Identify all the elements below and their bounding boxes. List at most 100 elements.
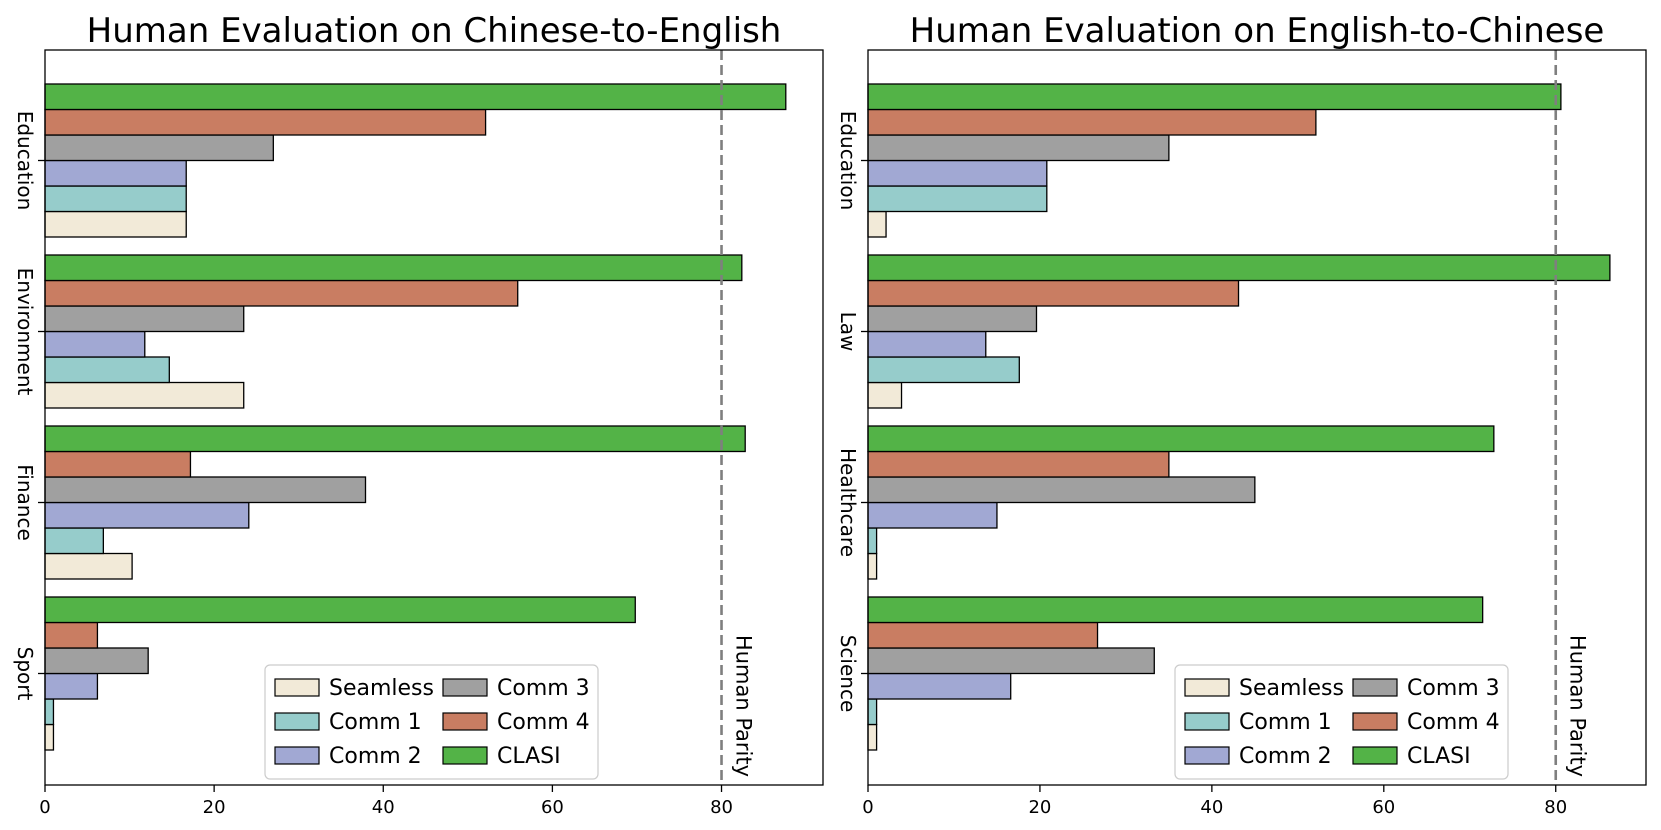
bar-law-clasi	[867, 254, 1611, 282]
bar-science-comm-4	[867, 621, 1099, 649]
bar-environment-comm-1	[44, 356, 170, 384]
bar-science-comm-2	[867, 672, 1012, 700]
bar-education-comm-3	[44, 134, 274, 162]
bar-law-comm-2	[867, 330, 987, 358]
bar-finance-comm-2	[44, 501, 250, 529]
category-label: Sport	[13, 647, 37, 701]
bar-education-clasi	[44, 83, 787, 111]
bar-finance-comm-1	[44, 527, 104, 555]
bar-finance-comm-3	[44, 476, 367, 504]
legend-swatch	[1184, 746, 1230, 765]
bar-finance-seamless	[44, 552, 133, 580]
plot-frame	[867, 49, 1647, 786]
legend-frame	[264, 664, 599, 780]
category-label: Environment	[13, 268, 37, 396]
legend: Seamless Comm 1 Comm 2 Comm 3 Comm 4 CLASI	[1174, 664, 1509, 780]
legend-label: Comm 3	[1407, 676, 1500, 701]
bar-finance-comm-4	[44, 450, 192, 478]
legend-swatch	[442, 678, 488, 697]
legend-swatch	[442, 712, 488, 731]
legend-swatch	[1352, 746, 1398, 765]
x-tick-label: 0	[862, 797, 873, 818]
legend-frame	[1174, 664, 1509, 780]
category-label: Education	[13, 111, 37, 211]
bar-environment-comm-3	[44, 305, 245, 333]
bar-education-seamless	[867, 210, 887, 238]
x-tick-label: 40	[1200, 797, 1223, 818]
bar-finance-clasi	[44, 425, 746, 453]
bar-sport-comm-3	[44, 647, 149, 675]
legend-label: CLASI	[1407, 744, 1471, 769]
bar-environment-seamless	[44, 381, 245, 409]
legend-swatch	[274, 712, 320, 731]
category-label: Science	[836, 635, 860, 713]
legend-swatch	[274, 746, 320, 765]
bar-science-seamless	[867, 723, 878, 751]
category-label: Law	[836, 312, 860, 352]
x-tick-label: 80	[1544, 797, 1567, 818]
x-tick-label: 0	[39, 797, 50, 818]
plot-frame	[44, 49, 824, 786]
legend-label: Comm 4	[497, 710, 590, 735]
bar-science-clasi	[867, 596, 1484, 624]
legend-label: Comm 3	[497, 676, 590, 701]
bar-sport-clasi	[44, 596, 636, 624]
bar-law-comm-4	[867, 279, 1240, 307]
bar-science-comm-1	[867, 698, 878, 726]
bar-science-comm-3	[867, 647, 1155, 675]
legend-swatch	[1184, 678, 1230, 697]
bar-education-seamless	[44, 210, 187, 238]
chart-panel-1: Human Evaluation on Chinese-to-English Ed…	[13, 11, 824, 818]
legend-label: Seamless	[1239, 676, 1344, 701]
bar-environment-comm-4	[44, 279, 519, 307]
bar-healthcare-seamless	[867, 552, 878, 580]
legend-label: Comm 4	[1407, 710, 1500, 735]
category-label: Education	[836, 111, 860, 211]
legend-label: Seamless	[329, 676, 434, 701]
legend-label: Comm 1	[1239, 710, 1332, 735]
human-parity-label: Human Parity	[1566, 635, 1590, 777]
bar-healthcare-comm-1	[867, 527, 878, 555]
x-tick-label: 60	[541, 797, 564, 818]
legend-swatch	[442, 746, 488, 765]
human-parity-label: Human Parity	[732, 635, 756, 777]
bar-education-comm-1	[44, 185, 187, 213]
bar-law-comm-1	[867, 356, 1020, 384]
bar-law-seamless	[867, 381, 903, 409]
legend-swatch	[1184, 712, 1230, 731]
x-tick-label: 80	[710, 797, 733, 818]
bar-education-comm-2	[44, 159, 187, 187]
bar-education-clasi	[867, 83, 1562, 111]
bar-healthcare-comm-4	[867, 450, 1170, 478]
x-tick-label: 20	[203, 797, 226, 818]
bar-healthcare-comm-3	[867, 476, 1256, 504]
bar-education-comm-4	[44, 108, 487, 136]
legend-swatch	[1352, 678, 1398, 697]
bar-sport-seamless	[44, 723, 55, 751]
bar-sport-comm-4	[44, 621, 99, 649]
legend-swatch	[1352, 712, 1398, 731]
bar-environment-comm-2	[44, 330, 146, 358]
bar-education-comm-2	[867, 159, 1048, 187]
legend-label: Comm 1	[329, 710, 422, 735]
x-tick-label: 60	[1372, 797, 1395, 818]
legend-label: Comm 2	[1239, 744, 1332, 769]
bar-healthcare-clasi	[867, 425, 1495, 453]
legend: Seamless Comm 1 Comm 2 Comm 3 Comm 4 CLASI	[264, 664, 599, 780]
bar-sport-comm-1	[44, 698, 55, 726]
bar-environment-clasi	[44, 254, 743, 282]
bar-law-comm-3	[867, 305, 1038, 333]
legend-label: CLASI	[497, 744, 561, 769]
x-tick-label: 20	[1028, 797, 1051, 818]
category-label: Finance	[13, 464, 37, 541]
category-label: Healthcare	[836, 448, 860, 557]
chart-title: Human Evaluation on Chinese-to-English	[87, 11, 782, 51]
bar-healthcare-comm-2	[867, 501, 998, 529]
legend-label: Comm 2	[329, 744, 422, 769]
chart-panel-2: Human Evaluation on English-to-Chinese Ed…	[836, 11, 1647, 818]
x-tick-label: 40	[372, 797, 395, 818]
bar-education-comm-4	[867, 108, 1317, 136]
legend-swatch	[274, 678, 320, 697]
bar-sport-comm-2	[44, 672, 99, 700]
